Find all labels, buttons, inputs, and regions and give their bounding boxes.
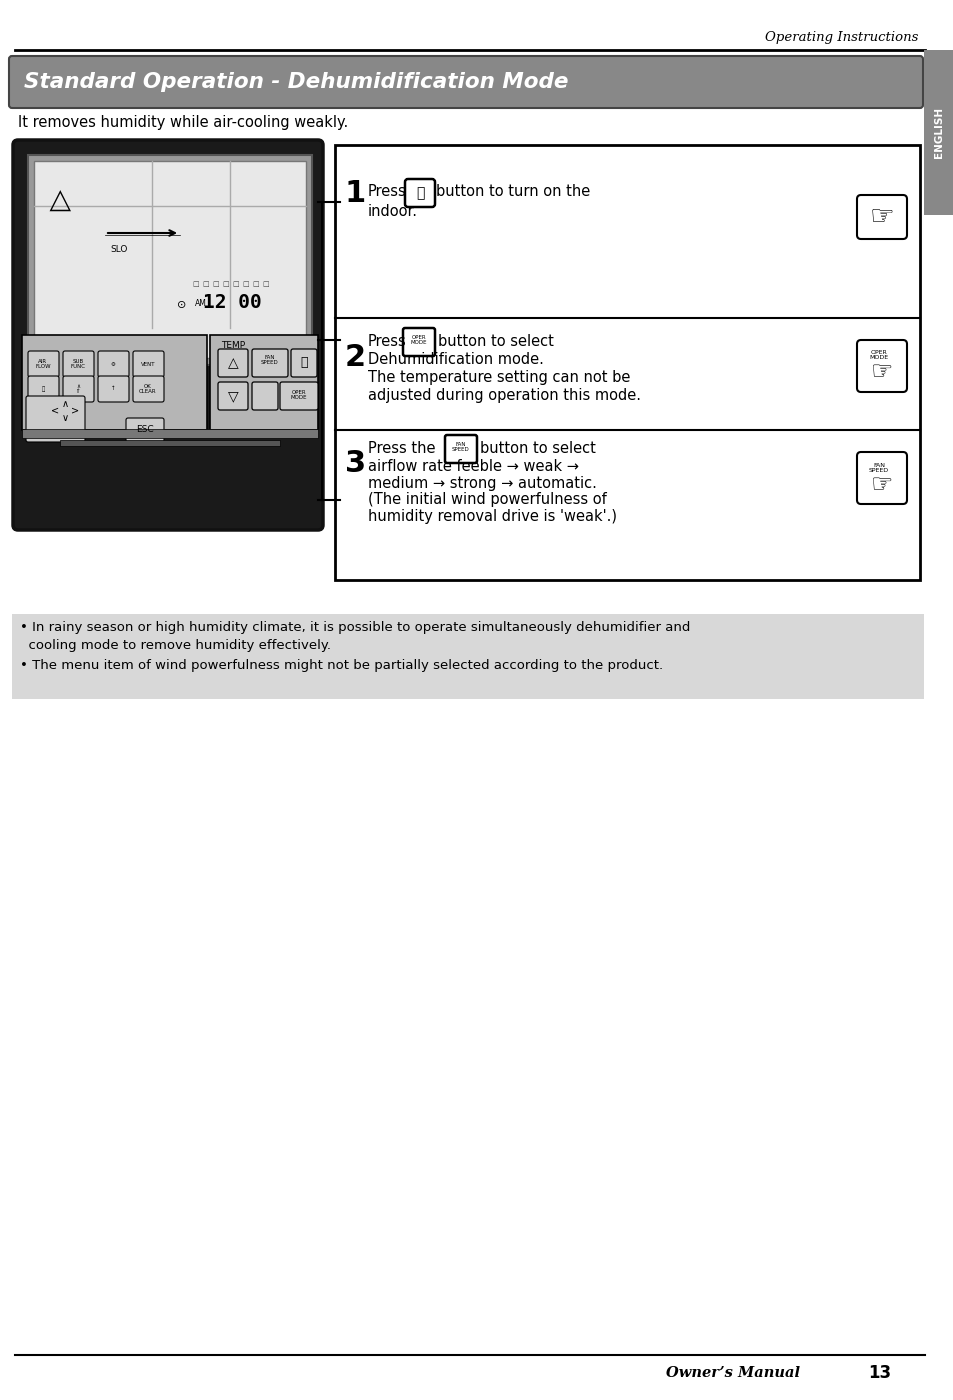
Text: 13: 13	[867, 1364, 891, 1382]
Text: ☞: ☞	[870, 360, 892, 384]
FancyBboxPatch shape	[252, 382, 277, 410]
FancyBboxPatch shape	[63, 351, 94, 377]
Bar	[335, 146, 919, 580]
Text: (The initial wind powerfulness of: (The initial wind powerfulness of	[368, 493, 606, 507]
Text: 12 00: 12 00	[202, 293, 261, 312]
Text: AM: AM	[194, 298, 207, 308]
FancyBboxPatch shape	[252, 349, 288, 377]
Text: Standard Operation - Dehumidification Mode: Standard Operation - Dehumidification Mo…	[24, 71, 568, 92]
Text: • In rainy season or high humidity climate, it is possible to operate simultaneo: • In rainy season or high humidity clima…	[20, 622, 690, 634]
Text: ⊙: ⊙	[177, 300, 187, 309]
FancyBboxPatch shape	[856, 340, 906, 392]
Bar	[22, 335, 207, 430]
Text: ▽: ▽	[228, 389, 238, 403]
Text: OPER
MODE: OPER MODE	[291, 389, 307, 400]
Text: >: >	[71, 406, 79, 416]
Text: OPER
MODE: OPER MODE	[411, 335, 427, 346]
FancyBboxPatch shape	[218, 349, 248, 377]
Text: ESC: ESC	[136, 426, 153, 434]
Text: TEMP: TEMP	[221, 340, 245, 350]
Text: FAN
SPEED: FAN SPEED	[452, 441, 470, 452]
Text: Owner’s Manual: Owner’s Manual	[665, 1366, 800, 1380]
Text: □: □	[253, 281, 259, 287]
FancyBboxPatch shape	[9, 56, 923, 108]
FancyBboxPatch shape	[132, 351, 164, 377]
Text: ☞: ☞	[870, 473, 892, 497]
Text: □: □	[222, 281, 229, 287]
FancyBboxPatch shape	[856, 195, 906, 239]
Text: Operating Instructions: Operating Instructions	[763, 31, 917, 45]
Text: □: □	[262, 281, 269, 287]
FancyBboxPatch shape	[280, 382, 317, 410]
Text: • The menu item of wind powerfulness might not be partially selected according t: • The menu item of wind powerfulness mig…	[20, 659, 662, 672]
Text: ☞: ☞	[868, 203, 894, 231]
Text: Press the: Press the	[368, 441, 435, 456]
Text: VENT: VENT	[141, 361, 155, 367]
Text: □: □	[202, 281, 209, 287]
Text: button to select: button to select	[437, 335, 554, 350]
Text: humidity removal drive is 'weak'.): humidity removal drive is 'weak'.)	[368, 510, 617, 525]
Text: ∨: ∨	[61, 413, 69, 423]
Text: 3: 3	[345, 449, 366, 479]
FancyBboxPatch shape	[98, 351, 129, 377]
FancyBboxPatch shape	[63, 377, 94, 402]
Bar	[923, 50, 953, 216]
FancyBboxPatch shape	[218, 382, 248, 410]
Text: 1: 1	[345, 179, 366, 209]
Bar	[22, 428, 317, 438]
FancyBboxPatch shape	[856, 452, 906, 504]
FancyBboxPatch shape	[13, 140, 323, 531]
Text: Press: Press	[368, 335, 406, 350]
Bar	[60, 440, 280, 447]
Text: □: □	[242, 281, 249, 287]
Text: ⏰: ⏰	[41, 386, 45, 392]
Text: <: <	[51, 406, 59, 416]
Text: medium → strong → automatic.: medium → strong → automatic.	[368, 476, 597, 491]
Text: ENGLISH: ENGLISH	[933, 106, 943, 158]
Text: The temperature setting can not be: The temperature setting can not be	[368, 371, 630, 385]
Text: ⏽: ⏽	[416, 186, 424, 200]
Text: button to turn on the: button to turn on the	[436, 185, 590, 199]
Bar	[12, 615, 923, 699]
Text: adjusted during operation this mode.: adjusted during operation this mode.	[368, 388, 640, 403]
Text: indoor.: indoor.	[368, 204, 417, 220]
FancyBboxPatch shape	[126, 419, 164, 442]
Text: SUB
FUNC: SUB FUNC	[71, 358, 86, 370]
FancyBboxPatch shape	[402, 328, 435, 356]
Text: ∧: ∧	[61, 399, 69, 409]
Text: 2: 2	[345, 343, 366, 372]
Text: It removes humidity while air-cooling weakly.: It removes humidity while air-cooling we…	[18, 115, 348, 130]
Text: ↑: ↑	[111, 386, 115, 392]
Text: Press: Press	[368, 185, 406, 199]
Text: OPER
MODE: OPER MODE	[868, 350, 887, 360]
FancyBboxPatch shape	[132, 377, 164, 402]
Text: button to select: button to select	[479, 441, 596, 456]
Text: AIR
FLOW: AIR FLOW	[35, 358, 51, 370]
Text: OK
CLEAR: OK CLEAR	[139, 384, 156, 395]
Text: Dehumidification mode.: Dehumidification mode.	[368, 353, 543, 367]
Text: □: □	[193, 281, 199, 287]
Text: ⚙: ⚙	[111, 361, 115, 367]
Text: FAN
SPEED: FAN SPEED	[261, 354, 278, 365]
Text: ⏽: ⏽	[300, 357, 308, 370]
Text: SLO: SLO	[110, 245, 128, 255]
Text: □: □	[233, 281, 239, 287]
FancyBboxPatch shape	[28, 351, 59, 377]
Text: □: □	[213, 281, 219, 287]
Text: ◁: ◁	[46, 189, 74, 210]
FancyBboxPatch shape	[98, 377, 129, 402]
FancyBboxPatch shape	[28, 377, 59, 402]
FancyBboxPatch shape	[291, 349, 316, 377]
FancyBboxPatch shape	[444, 435, 476, 463]
Text: cooling mode to remove humidity effectively.: cooling mode to remove humidity effectiv…	[20, 640, 331, 652]
Bar	[34, 161, 306, 358]
Bar	[28, 155, 312, 365]
Text: ∧
⇑: ∧ ⇑	[75, 384, 80, 395]
Bar	[210, 335, 317, 430]
FancyBboxPatch shape	[405, 179, 435, 207]
FancyBboxPatch shape	[26, 396, 85, 442]
Text: △: △	[228, 356, 238, 370]
Text: airflow rate feeble → weak →: airflow rate feeble → weak →	[368, 459, 578, 475]
Text: FAN
SPEED: FAN SPEED	[868, 462, 888, 473]
